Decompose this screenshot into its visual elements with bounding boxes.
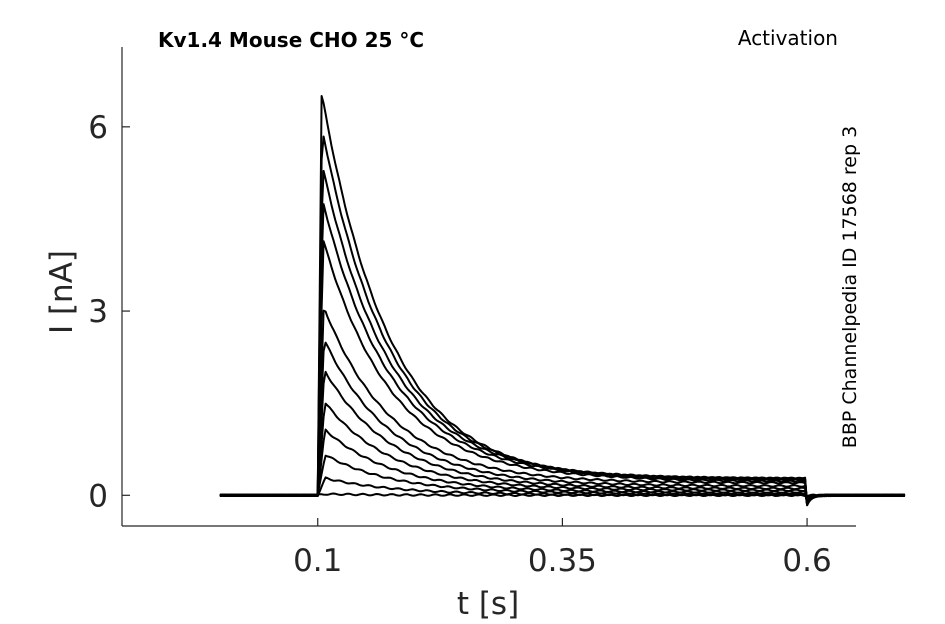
x-axis-label: t [s] [457, 586, 519, 622]
current-trace [219, 169, 906, 505]
current-trace [219, 341, 906, 505]
source-label: BBP Channelpedia ID 17568 rep 3 [839, 126, 861, 448]
current-trace [219, 402, 905, 506]
current-trace [219, 309, 906, 507]
chart-subtitle: Activation [738, 26, 838, 50]
current-trace [219, 492, 906, 498]
chart-title: Kv1.4 Mouse CHO 25 °C [158, 28, 424, 52]
y-tick-label: 0 [88, 478, 108, 514]
x-tick-label: 0.1 [293, 543, 342, 579]
current-traces [219, 95, 906, 507]
current-trace [219, 370, 905, 506]
x-tick-group: 0.1 0.35 0.6 [293, 518, 832, 579]
current-trace [219, 240, 906, 505]
y-tick-label: 6 [88, 110, 108, 146]
x-tick-label: 0.6 [782, 543, 831, 579]
y-tick-label: 3 [88, 294, 108, 330]
x-tick-label: 0.35 [528, 543, 597, 579]
y-axis-label: I [nA] [44, 250, 80, 334]
y-tick-group: 0 3 6 [88, 110, 130, 514]
